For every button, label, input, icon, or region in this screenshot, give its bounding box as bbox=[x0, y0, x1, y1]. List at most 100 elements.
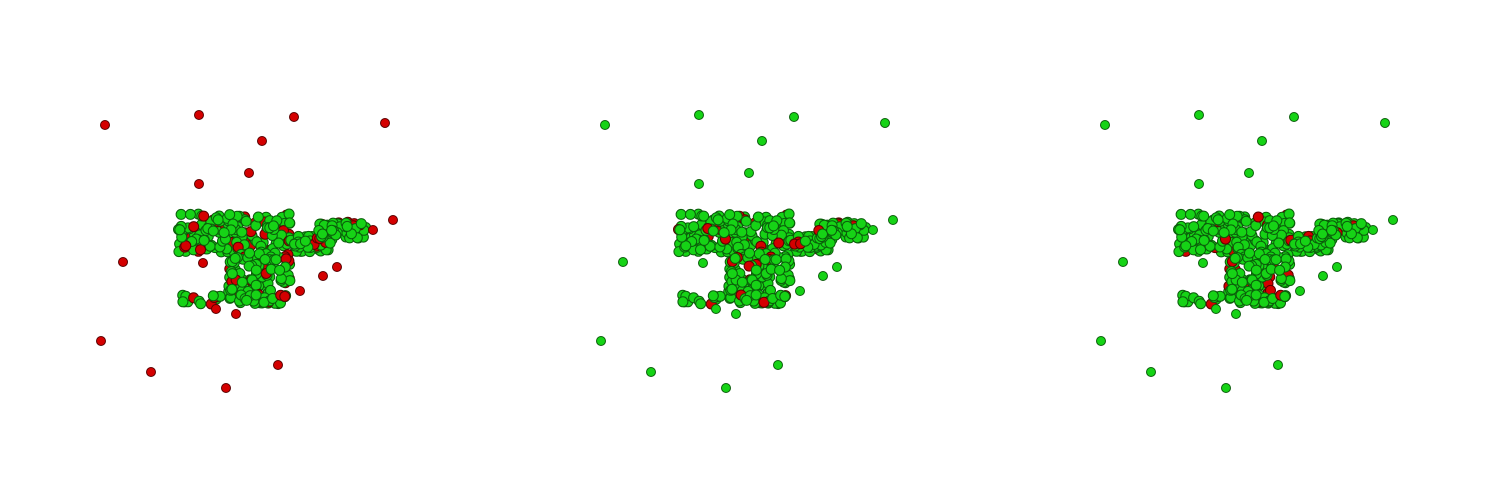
inlier-point bbox=[759, 254, 771, 265]
inlier-point bbox=[618, 257, 628, 267]
inlier-point bbox=[736, 226, 748, 238]
inlier-point bbox=[752, 211, 764, 223]
inlier-point bbox=[1324, 237, 1336, 249]
inlier-point bbox=[1221, 383, 1231, 393]
inlier-point bbox=[841, 220, 853, 232]
inlier-point bbox=[1188, 221, 1200, 233]
inlier-point bbox=[1226, 268, 1238, 280]
inlier-point bbox=[1380, 118, 1390, 128]
inlier-point bbox=[341, 220, 353, 232]
inlier-point bbox=[226, 268, 238, 280]
inlier-point bbox=[1207, 290, 1219, 302]
inlier-point bbox=[1184, 208, 1196, 220]
outlier-point bbox=[96, 336, 106, 346]
inlier-point bbox=[207, 225, 219, 237]
inlier-point bbox=[244, 247, 255, 259]
inlier-point bbox=[236, 226, 248, 238]
outlier-point bbox=[289, 112, 299, 122]
inlier-point bbox=[1175, 208, 1187, 220]
inlier-point bbox=[773, 360, 783, 370]
inlier-point bbox=[855, 218, 867, 230]
inlier-point bbox=[1273, 360, 1283, 370]
inlier-point bbox=[284, 217, 296, 229]
inlier-point bbox=[596, 336, 606, 346]
inlier-point bbox=[817, 228, 828, 240]
outlier-point bbox=[118, 257, 128, 267]
inlier-point bbox=[1273, 237, 1285, 249]
outlier-point bbox=[195, 244, 206, 256]
inlier-point bbox=[1341, 220, 1353, 232]
outlier-point bbox=[380, 118, 390, 128]
inlier-point bbox=[1317, 228, 1328, 240]
inlier-point bbox=[1295, 286, 1305, 296]
inlier-point bbox=[174, 224, 186, 236]
inlier-point bbox=[824, 237, 836, 249]
inlier-point bbox=[1257, 136, 1267, 146]
inlier-point bbox=[274, 264, 286, 276]
inlier-point bbox=[1100, 120, 1110, 130]
inlier-point bbox=[1299, 235, 1311, 247]
outlier-point bbox=[368, 225, 378, 235]
inlier-point bbox=[1118, 257, 1128, 267]
inlier-point bbox=[1146, 367, 1156, 377]
inlier-point bbox=[826, 224, 838, 236]
inlier-point bbox=[750, 264, 762, 276]
inlier-point bbox=[1198, 210, 1210, 222]
inlier-point bbox=[1207, 225, 1219, 237]
inlier-point bbox=[1332, 262, 1342, 272]
inlier-point bbox=[226, 283, 238, 295]
inlier-point bbox=[1284, 217, 1296, 229]
outlier-point bbox=[211, 304, 221, 314]
inlier-point bbox=[712, 214, 724, 226]
inlier-point bbox=[1270, 254, 1282, 266]
inlier-point bbox=[1241, 294, 1253, 306]
inlier-point bbox=[355, 218, 367, 230]
inlier-point bbox=[252, 211, 264, 223]
inlier-point bbox=[1180, 240, 1192, 252]
inlier-point bbox=[229, 252, 241, 264]
inlier-point bbox=[268, 220, 279, 232]
inlier-point bbox=[236, 276, 248, 288]
inlier-point bbox=[1236, 226, 1248, 238]
outlier-point bbox=[100, 120, 110, 130]
outlier-point bbox=[231, 309, 241, 319]
inlier-point bbox=[818, 271, 828, 281]
inlier-point bbox=[1318, 271, 1328, 281]
inlier-point bbox=[241, 294, 253, 306]
inlier-point bbox=[207, 290, 219, 302]
inlier-point bbox=[218, 227, 230, 239]
inlier-point bbox=[799, 235, 811, 247]
inlier-point bbox=[750, 289, 762, 301]
outlier-point bbox=[279, 290, 291, 302]
outlier-point bbox=[194, 110, 204, 120]
inlier-point bbox=[789, 112, 799, 122]
inlier-point bbox=[1229, 252, 1241, 264]
inlier-point bbox=[1355, 218, 1367, 230]
outlier-point bbox=[388, 215, 398, 225]
inlier-point bbox=[1194, 110, 1204, 120]
point-cloud-plot-1 bbox=[96, 110, 398, 393]
inlier-point bbox=[698, 258, 708, 268]
inlier-point bbox=[1250, 289, 1262, 301]
inlier-point bbox=[198, 234, 210, 246]
inlier-point bbox=[677, 296, 689, 308]
inlier-point bbox=[270, 254, 282, 266]
point-cloud-panel-3 bbox=[1000, 0, 1500, 500]
inlier-point bbox=[832, 262, 842, 272]
inlier-point bbox=[680, 240, 692, 252]
inlier-point bbox=[1326, 224, 1338, 236]
outlier-point bbox=[318, 271, 328, 281]
inlier-point bbox=[729, 252, 741, 264]
outlier-point bbox=[194, 179, 204, 189]
inlier-point bbox=[326, 224, 338, 236]
inlier-point bbox=[675, 208, 687, 220]
inlier-point bbox=[674, 224, 686, 236]
inlier-point bbox=[224, 209, 236, 221]
inlier-point bbox=[646, 367, 656, 377]
inlier-point bbox=[1211, 304, 1221, 314]
inlier-point bbox=[784, 217, 796, 229]
inlier-point bbox=[731, 309, 741, 319]
inlier-point bbox=[770, 254, 782, 266]
outlier-point bbox=[146, 367, 156, 377]
inlier-point bbox=[1212, 214, 1224, 226]
